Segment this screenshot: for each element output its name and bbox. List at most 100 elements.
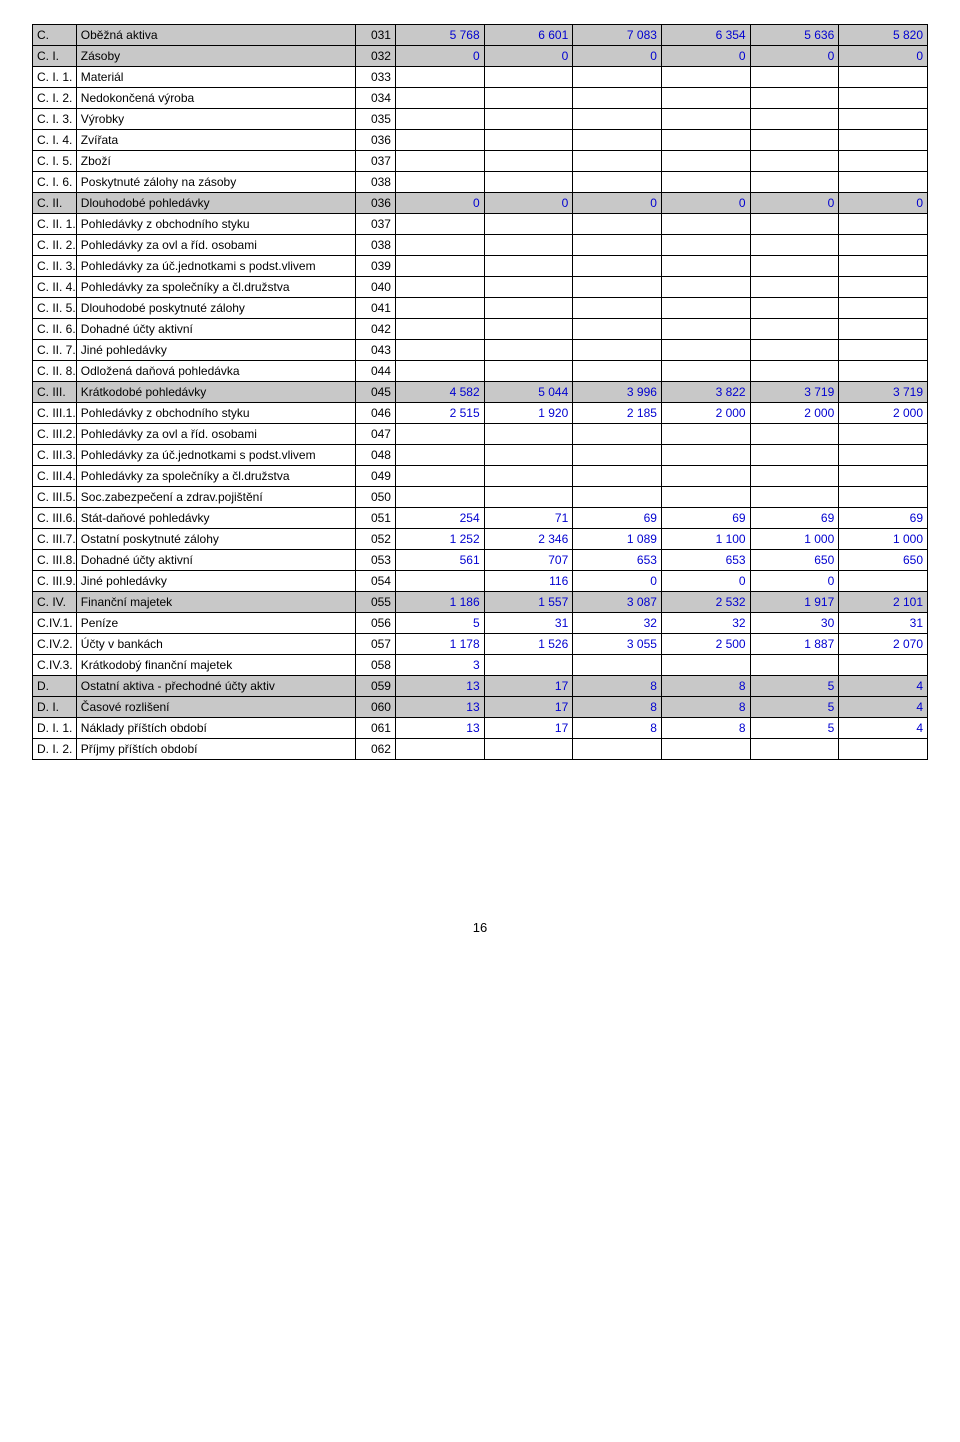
row-label: Pohledávky za úč.jednotkami s podst.vliv…	[76, 256, 356, 277]
row-value: 1 917	[750, 592, 839, 613]
row-value: 8	[573, 676, 662, 697]
row-value: 71	[484, 508, 573, 529]
row-number: 034	[356, 88, 396, 109]
row-number: 039	[356, 256, 396, 277]
row-code: C. III.5.	[33, 487, 77, 508]
row-value	[661, 256, 750, 277]
row-label: Jiné pohledávky	[76, 571, 356, 592]
row-value: 13	[395, 676, 484, 697]
row-code: C. III.4.	[33, 466, 77, 487]
row-code: C. III.3.	[33, 445, 77, 466]
row-number: 033	[356, 67, 396, 88]
table-row: C. II. 1.Pohledávky z obchodního styku03…	[33, 214, 928, 235]
row-value: 1 000	[839, 529, 928, 550]
row-value: 69	[750, 508, 839, 529]
row-value: 5	[750, 718, 839, 739]
row-value	[484, 445, 573, 466]
row-label: Dlouhodobé pohledávky	[76, 193, 356, 214]
table-row: C. III.3.Pohledávky za úč.jednotkami s p…	[33, 445, 928, 466]
table-row: C.IV.1.Peníze05653132323031	[33, 613, 928, 634]
row-label: Časové rozlišení	[76, 697, 356, 718]
row-value	[839, 424, 928, 445]
row-label: Materiál	[76, 67, 356, 88]
row-value	[661, 67, 750, 88]
row-number: 058	[356, 655, 396, 676]
row-label: Ostatní poskytnuté zálohy	[76, 529, 356, 550]
row-value	[395, 445, 484, 466]
row-number: 042	[356, 319, 396, 340]
row-value: 32	[573, 613, 662, 634]
table-row: C. II. 4.Pohledávky za společníky a čl.d…	[33, 277, 928, 298]
row-value: 5 768	[395, 25, 484, 46]
row-value: 1 920	[484, 403, 573, 424]
row-value	[395, 361, 484, 382]
row-value	[839, 571, 928, 592]
row-value: 0	[573, 46, 662, 67]
row-value: 0	[750, 46, 839, 67]
row-value	[484, 655, 573, 676]
table-row: C. III.4.Pohledávky za společníky a čl.d…	[33, 466, 928, 487]
row-number: 038	[356, 235, 396, 256]
table-row: C.Oběžná aktiva0315 7686 6017 0836 3545 …	[33, 25, 928, 46]
row-value	[661, 487, 750, 508]
row-value	[395, 130, 484, 151]
row-value: 0	[661, 193, 750, 214]
row-value	[395, 466, 484, 487]
row-number: 050	[356, 487, 396, 508]
row-value	[573, 277, 662, 298]
row-value	[750, 361, 839, 382]
table-row: C. III.Krátkodobé pohledávky0454 5825 04…	[33, 382, 928, 403]
row-value	[484, 130, 573, 151]
row-number: 031	[356, 25, 396, 46]
row-value: 0	[839, 46, 928, 67]
row-label: Ostatní aktiva - přechodné účty aktiv	[76, 676, 356, 697]
row-value	[661, 130, 750, 151]
row-value	[839, 277, 928, 298]
row-label: Pohledávky za společníky a čl.družstva	[76, 277, 356, 298]
row-value: 5	[750, 697, 839, 718]
row-value	[573, 319, 662, 340]
row-code: C. II. 4.	[33, 277, 77, 298]
row-value: 1 557	[484, 592, 573, 613]
row-code: C. III.8.	[33, 550, 77, 571]
row-value	[573, 739, 662, 760]
table-row: C. II. 5.Dlouhodobé poskytnuté zálohy041	[33, 298, 928, 319]
row-value: 2 185	[573, 403, 662, 424]
table-row: C. II. 3.Pohledávky za úč.jednotkami s p…	[33, 256, 928, 277]
row-value	[484, 235, 573, 256]
row-code: C. I. 3.	[33, 109, 77, 130]
balance-sheet-table: C.Oběžná aktiva0315 7686 6017 0836 3545 …	[32, 24, 928, 760]
row-value: 4 582	[395, 382, 484, 403]
row-value	[395, 298, 484, 319]
table-row: C. I. 2.Nedokončená výroba034	[33, 88, 928, 109]
row-number: 055	[356, 592, 396, 613]
row-value: 8	[573, 697, 662, 718]
row-label: Pohledávky z obchodního styku	[76, 403, 356, 424]
row-value	[395, 235, 484, 256]
row-value: 0	[839, 193, 928, 214]
row-value	[484, 109, 573, 130]
row-value	[661, 298, 750, 319]
row-code: C. I.	[33, 46, 77, 67]
table-row: C. I. 5.Zboží037	[33, 151, 928, 172]
table-row: C. III.5.Soc.zabezpečení a zdrav.pojiště…	[33, 487, 928, 508]
row-value	[839, 739, 928, 760]
row-label: Pohledávky za společníky a čl.družstva	[76, 466, 356, 487]
row-label: Pohledávky za ovl a říd. osobami	[76, 424, 356, 445]
row-value: 1 000	[750, 529, 839, 550]
row-value	[661, 739, 750, 760]
row-value	[573, 151, 662, 172]
row-value	[839, 298, 928, 319]
row-label: Náklady příštích období	[76, 718, 356, 739]
row-value: 30	[750, 613, 839, 634]
row-value	[839, 151, 928, 172]
row-value: 1 100	[661, 529, 750, 550]
row-number: 037	[356, 151, 396, 172]
row-number: 052	[356, 529, 396, 550]
row-value	[573, 214, 662, 235]
row-value	[395, 319, 484, 340]
row-value: 5	[395, 613, 484, 634]
row-value: 0	[573, 571, 662, 592]
row-value: 2 000	[750, 403, 839, 424]
row-value	[839, 172, 928, 193]
